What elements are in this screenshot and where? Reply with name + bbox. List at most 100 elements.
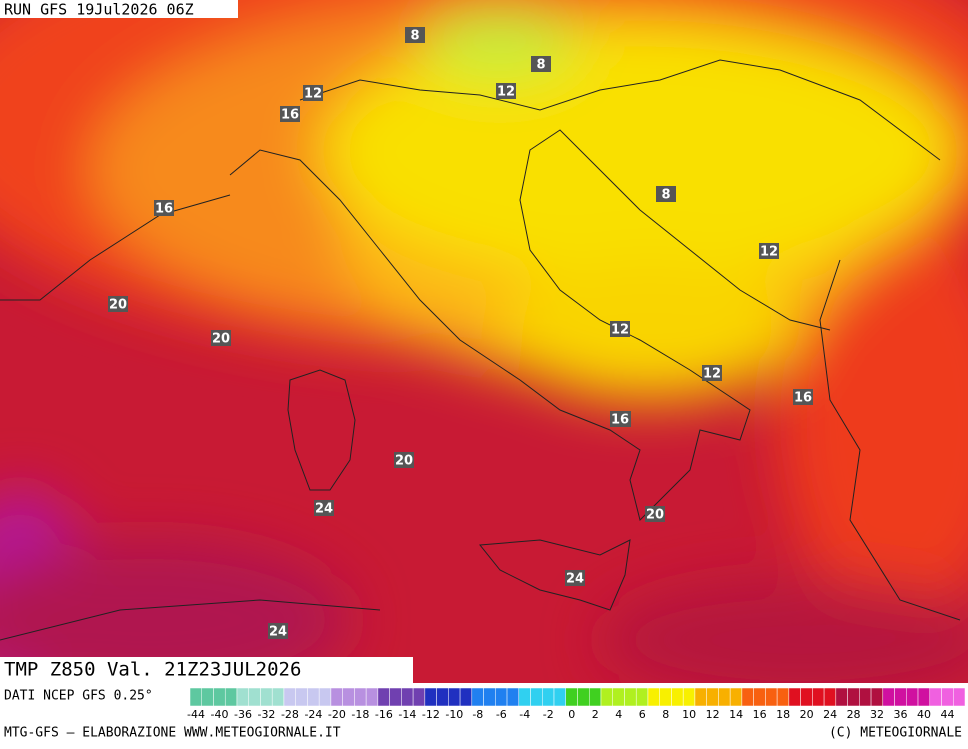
contour-label: 16 — [794, 391, 812, 406]
scale-swatch — [412, 687, 426, 707]
contour-label: 24 — [269, 625, 287, 640]
scale-swatch — [483, 687, 496, 707]
scale-swatch — [283, 687, 296, 707]
scale-swatch — [224, 687, 238, 707]
scale-swatch — [765, 687, 778, 707]
scale-label: 2 — [592, 708, 599, 721]
scale-swatch — [882, 687, 895, 707]
contour-label-box — [314, 500, 334, 516]
contour-label: 12 — [703, 367, 721, 382]
scale-label: 28 — [847, 708, 861, 721]
scale-swatch — [859, 687, 872, 707]
contour-label-box — [496, 83, 516, 99]
contour-label-box — [211, 330, 231, 346]
scale-label: 44 — [941, 708, 955, 721]
scale-swatch — [506, 687, 520, 707]
scale-swatch — [248, 687, 261, 707]
scale-swatch — [694, 687, 707, 707]
contour-label: 24 — [315, 502, 333, 517]
scale-swatch — [330, 687, 343, 707]
contour-label: 24 — [566, 572, 584, 587]
contour-label-box — [793, 389, 813, 405]
scale-label: -40 — [211, 708, 229, 721]
scale-swatch — [682, 687, 696, 707]
field-box — [0, 657, 413, 683]
scale-swatch — [401, 687, 414, 707]
scale-swatch — [260, 687, 273, 707]
scale-label: -14 — [398, 708, 416, 721]
scale-swatch — [941, 687, 954, 707]
field-label: TMP Z850 Val. 21Z23JUL2026 — [4, 659, 301, 681]
scale-swatch — [776, 687, 790, 707]
scale-label: 32 — [870, 708, 884, 721]
scale-swatch — [365, 687, 379, 707]
scale-swatch — [448, 687, 461, 707]
scale-label: 8 — [662, 708, 669, 721]
contour-label-box — [303, 85, 323, 101]
scale-swatch — [342, 687, 355, 707]
scale-swatch — [213, 687, 226, 707]
scale-swatch — [671, 687, 684, 707]
contour-label-box — [280, 106, 300, 122]
scale-swatch — [600, 687, 613, 707]
scale-label: -2 — [543, 708, 554, 721]
scale-label: 4 — [615, 708, 622, 721]
contour-label-box — [154, 200, 174, 216]
coastlines — [0, 59, 961, 641]
scale-swatch — [389, 687, 402, 707]
contour-label-box — [610, 321, 630, 337]
source-label: DATI NCEP GFS 0.25° — [4, 689, 153, 704]
scale-swatch — [307, 687, 320, 707]
scale-swatch — [929, 687, 942, 707]
scale-label: 24 — [823, 708, 837, 721]
scale-swatch — [553, 687, 567, 707]
contour-label: 20 — [212, 332, 230, 347]
scale-swatch — [835, 687, 848, 707]
scale-swatch — [823, 687, 837, 707]
scale-swatch — [542, 687, 555, 707]
contour-label: 8 — [410, 29, 419, 44]
scale-label: 10 — [682, 708, 696, 721]
scale-swatch — [318, 687, 332, 707]
scale-label: -16 — [375, 708, 393, 721]
scale-swatch — [953, 687, 966, 707]
scale-swatch — [647, 687, 660, 707]
scale-label: -18 — [351, 708, 369, 721]
scale-swatch — [424, 687, 437, 707]
contour-label-box — [405, 27, 425, 43]
scale-label: -12 — [422, 708, 440, 721]
contour-label: 8 — [536, 58, 545, 73]
contour-label: 12 — [497, 85, 515, 100]
scale-label: -4 — [519, 708, 530, 721]
scale-label: 36 — [894, 708, 908, 721]
scale-label: 6 — [639, 708, 646, 721]
scale-swatch — [659, 687, 672, 707]
contour-label-box — [565, 570, 585, 586]
scale-swatch — [459, 687, 473, 707]
scale-swatch — [530, 687, 543, 707]
scale-label: -8 — [472, 708, 483, 721]
scale-swatch — [588, 687, 602, 707]
scale-swatch — [635, 687, 649, 707]
contour-label: 16 — [155, 202, 173, 217]
color-scale: -44 -40 -36 -32 -28 -24 -20 -18 -16 -14 -12 -10 -8 -6… — [187, 687, 966, 721]
contour-label: 8 — [661, 188, 670, 203]
contour-label: 12 — [611, 323, 629, 338]
credit-label: MTG-GFS — ELABORAZIONE WWW.METEOGIORNALE… — [4, 726, 341, 741]
scale-swatch — [847, 687, 860, 707]
scale-swatch — [471, 687, 484, 707]
scale-swatch — [271, 687, 285, 707]
scale-swatch — [624, 687, 637, 707]
scale-swatch — [565, 687, 578, 707]
scale-label: 0 — [568, 708, 575, 721]
contour-label-box — [702, 365, 722, 381]
scale-label: -6 — [496, 708, 507, 721]
contour-label-box — [759, 243, 779, 259]
scale-label: -36 — [234, 708, 252, 721]
scale-swatch — [236, 687, 249, 707]
scale-swatch — [870, 687, 884, 707]
scale-swatch — [354, 687, 367, 707]
scale-label: -24 — [304, 708, 322, 721]
scale-label: -10 — [445, 708, 463, 721]
